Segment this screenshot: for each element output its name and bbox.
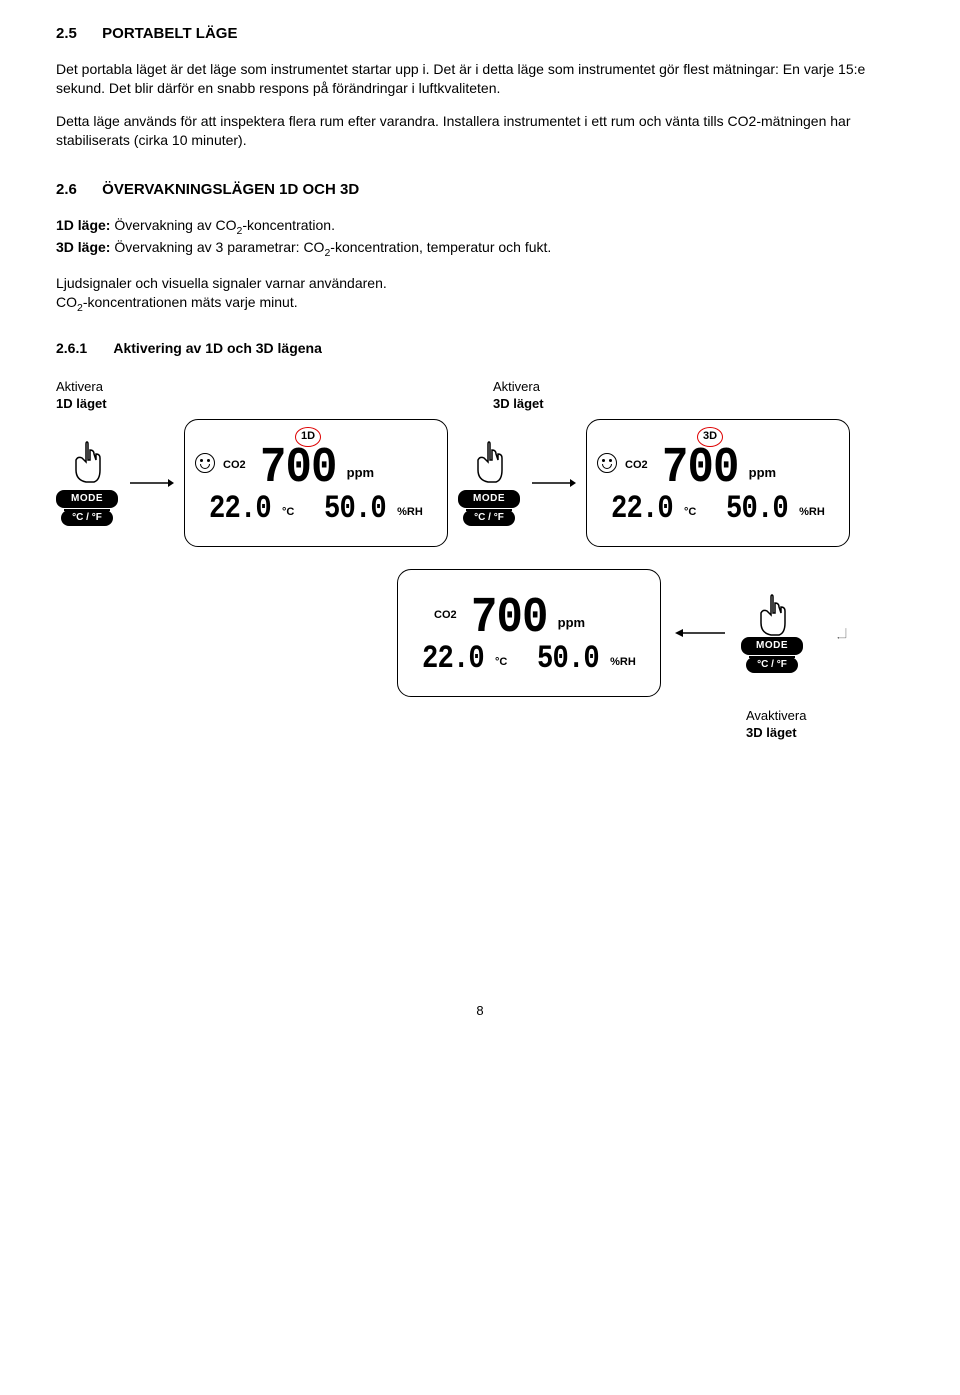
section-title: ÖVERVAKNINGSLÄGEN 1D OCH 3D <box>102 181 359 198</box>
activation-row: MODE °C / °F 1D CO2 700 ppm 22.0 °C 50.0… <box>56 419 904 547</box>
lcd-panel-3d: 3D CO2 700 ppm 22.0 °C 50.0 %RH <box>586 419 850 547</box>
section-num: 2.6 <box>56 180 98 200</box>
page-number: 8 <box>56 1002 904 1020</box>
rh-unit: %RH <box>799 505 825 520</box>
section-2-5-p2: Detta läge används för att inspektera fl… <box>56 112 904 150</box>
arrow-right-icon <box>128 477 174 489</box>
hand-mode-3d: MODE °C / °F <box>458 440 520 526</box>
hand-pointing-icon <box>470 440 508 484</box>
activate-3d-label: Aktivera 3D läget <box>493 378 557 413</box>
arrow-left-icon <box>675 627 727 639</box>
temp-value: 22.0 <box>611 495 673 524</box>
mode-button-icon: MODE °C / °F <box>741 637 803 673</box>
cf-pill: °C / °F <box>61 510 113 526</box>
smiley-icon <box>597 453 617 473</box>
hand-mode-deactivate: MODE °C / °F <box>741 593 803 673</box>
mode-pill: MODE <box>458 490 520 508</box>
section-title: Aktivering av 1D och 3D lägena <box>113 340 322 356</box>
hand-pointing-icon <box>753 593 791 637</box>
co2-label: CO2 <box>434 608 457 623</box>
co2-label: CO2 <box>223 458 246 473</box>
lcd-panel-plain: CO2 700 ppm 22.0 °C 50.0 %RH <box>397 569 661 697</box>
co2-label: CO2 <box>625 458 648 473</box>
smiley-icon <box>195 453 215 473</box>
section-2-6-heading: 2.6 ÖVERVAKNINGSLÄGEN 1D OCH 3D <box>56 180 904 200</box>
temp-unit: °C <box>684 505 696 520</box>
section-2-6-line1: 1D läge: Övervakning av CO2-koncentratio… <box>56 216 904 260</box>
mode-button-icon: MODE °C / °F <box>56 490 118 526</box>
section-num: 2.6.1 <box>56 339 110 358</box>
activate-1d-label: Aktivera 1D läget <box>56 378 120 413</box>
cf-pill: °C / °F <box>746 657 798 673</box>
arrow-right-icon <box>530 477 576 489</box>
activation-labels-row: Aktivera 1D läget Aktivera 3D läget <box>56 378 904 413</box>
mode-pill: MODE <box>56 490 118 508</box>
lcd-panel-1d: 1D CO2 700 ppm 22.0 °C 50.0 %RH <box>184 419 448 547</box>
co2-unit: ppm <box>749 464 776 482</box>
temp-unit: °C <box>282 505 294 520</box>
mode-pill: MODE <box>741 637 803 655</box>
section-2-5-heading: 2.5 PORTABELT LÄGE <box>56 24 904 44</box>
temp-unit: °C <box>495 655 507 670</box>
co2-unit: ppm <box>558 614 585 632</box>
co2-value: 700 <box>662 448 739 491</box>
deactivate-3d-label: Avaktivera 3D läget <box>746 707 904 742</box>
section-2-6-1-heading: 2.6.1 Aktivering av 1D och 3D lägena <box>56 339 904 358</box>
section-2-5-p1: Det portabla läget är det läge som instr… <box>56 60 904 98</box>
hand-pointing-icon <box>68 440 106 484</box>
co2-unit: ppm <box>347 464 374 482</box>
co2-value: 700 <box>471 598 548 641</box>
arrow-left-line-icon <box>817 627 867 639</box>
section-num: 2.5 <box>56 24 98 44</box>
mode-button-icon: MODE °C / °F <box>458 490 520 526</box>
deactivation-row: CO2 700 ppm 22.0 °C 50.0 %RH MODE °C / °… <box>56 569 904 697</box>
section-2-6-p3p4: Ljudsignaler och visuella signaler varna… <box>56 274 904 315</box>
rh-value: 50.0 <box>726 495 788 524</box>
section-title: PORTABELT LÄGE <box>102 25 237 42</box>
rh-unit: %RH <box>397 505 423 520</box>
hand-mode-1d: MODE °C / °F <box>56 440 118 526</box>
rh-unit: %RH <box>610 655 636 670</box>
rh-value: 50.0 <box>537 645 599 674</box>
rh-value: 50.0 <box>324 495 386 524</box>
co2-value: 700 <box>260 448 337 491</box>
temp-value: 22.0 <box>209 495 271 524</box>
cf-pill: °C / °F <box>463 510 515 526</box>
temp-value: 22.0 <box>422 645 484 674</box>
